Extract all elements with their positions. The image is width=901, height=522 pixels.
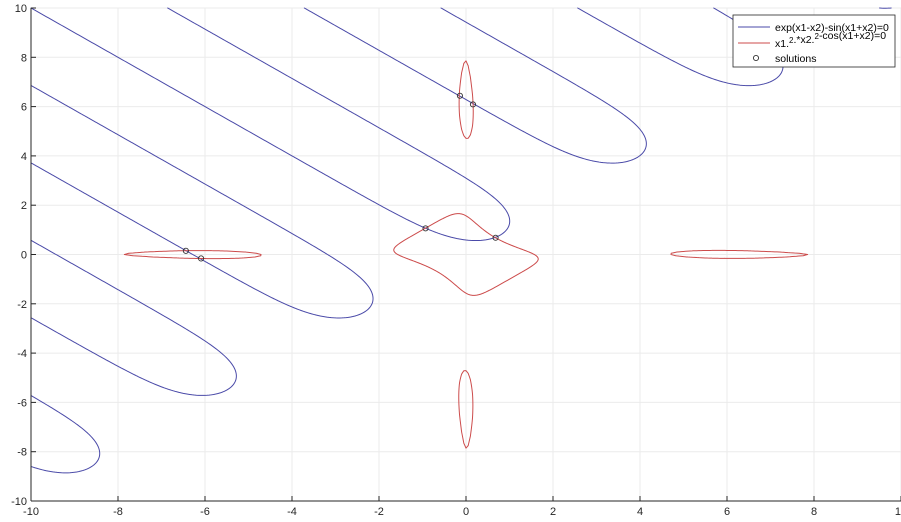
solution-point	[198, 255, 205, 262]
legend: exp(x1-x2)-sin(x1+x2)=0 x1.2.*x2.2-cos(x…	[732, 14, 896, 68]
x-tick-label: -4	[287, 506, 297, 518]
solution-point	[469, 101, 477, 108]
legend-box	[732, 14, 896, 68]
curve-poly-cos	[123, 60, 809, 449]
x-tick-label: 8	[811, 506, 817, 518]
legend-label-2: x1.2.*x2.2-cos(x1+x2)=0	[775, 30, 886, 50]
curves	[30, 7, 892, 474]
x-tick-label: 10	[895, 506, 901, 518]
solution-markers	[182, 92, 499, 262]
x-tick-label: -8	[113, 506, 123, 518]
y-tick-label: -6	[17, 397, 27, 409]
y-tick-label: 2	[21, 200, 27, 212]
legend-label-3: solutions	[775, 53, 816, 65]
solution-point	[492, 234, 499, 241]
x-tick-label: 0	[463, 506, 469, 518]
y-tick-label: 10	[15, 3, 27, 15]
y-tick-label: -4	[17, 348, 27, 360]
x-tick-label: -10	[23, 506, 39, 518]
solution-point	[422, 225, 429, 232]
y-tick-label: 0	[21, 250, 27, 262]
legend-swatch-marker	[752, 54, 760, 62]
y-ticks: -10 -8 -6 -4 -2 0 2 4 6 8 10	[11, 3, 36, 508]
grid	[31, 7, 901, 501]
y-tick-label: 6	[21, 102, 27, 114]
y-tick-label: -2	[17, 299, 27, 311]
y-tick-label: 8	[21, 52, 27, 64]
x-tick-label: 4	[637, 506, 643, 518]
x-tick-label: -2	[374, 506, 384, 518]
x-tick-label: 6	[724, 506, 730, 518]
y-tick-label: 4	[21, 151, 27, 163]
x-tick-label: 2	[550, 506, 556, 518]
solution-point	[456, 92, 463, 99]
x-tick-label: -6	[200, 506, 210, 518]
y-tick-label: -8	[17, 447, 27, 459]
x-ticks: -10 -8 -6 -4 -2 0 2 4 6 8 10	[23, 496, 901, 518]
y-tick-label: -10	[11, 496, 27, 508]
solution-point	[182, 247, 189, 254]
legend-label-1: exp(x1-x2)-sin(x1+x2)=0	[775, 22, 889, 34]
curve-exp-sin	[30, 7, 892, 474]
